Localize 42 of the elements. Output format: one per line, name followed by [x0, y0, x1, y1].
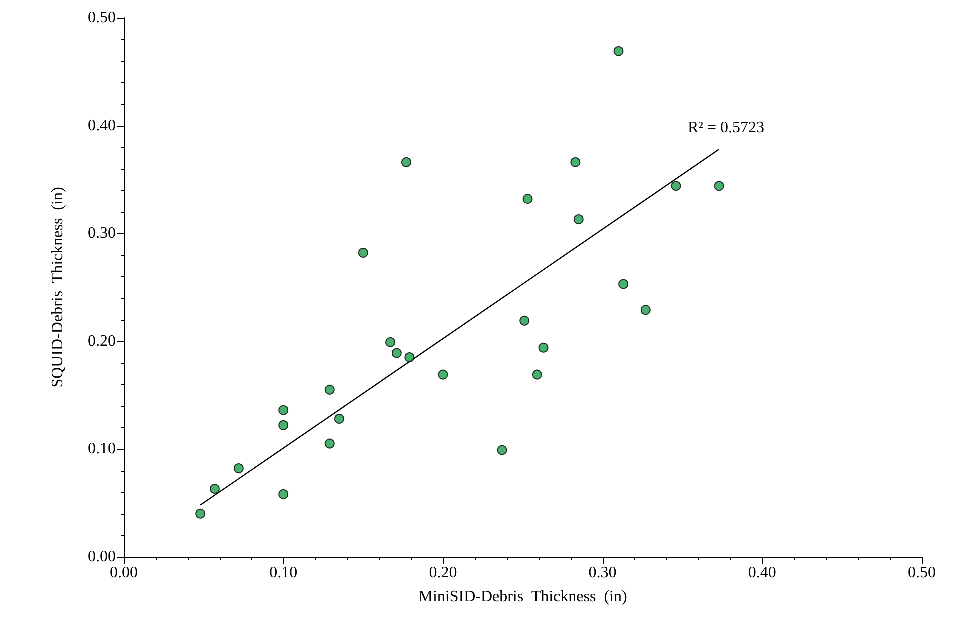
point — [404, 352, 415, 363]
point — [386, 337, 396, 348]
point — [438, 370, 448, 380]
point — [532, 370, 542, 380]
x-tick-label: 0.00 — [110, 564, 138, 582]
point — [618, 279, 629, 290]
point — [210, 484, 220, 494]
point — [640, 305, 651, 316]
x-tick-label: 0.10 — [270, 564, 298, 582]
x-tick-label: 0.50 — [908, 564, 936, 582]
y-tick-label: 0.00 — [88, 548, 116, 566]
y-axis-title: SQUID-Debris Thickness (in) — [50, 187, 66, 388]
y-tick-label: 0.50 — [88, 10, 116, 26]
point — [671, 181, 682, 192]
y-tick-label: 0.30 — [88, 225, 116, 242]
point — [324, 384, 335, 395]
y-tick-label: 0.40 — [88, 117, 116, 134]
point — [234, 464, 244, 474]
point — [520, 316, 530, 326]
point — [402, 157, 412, 168]
y-tick-label: 0.20 — [88, 332, 116, 350]
x-tick-label: 0.40 — [748, 564, 776, 582]
x-tick-label: 0.20 — [429, 564, 458, 582]
point — [538, 342, 549, 353]
y-tick-label: 0.10 — [88, 440, 116, 458]
x-tick-label: 0.30 — [588, 564, 617, 582]
point — [570, 157, 581, 168]
annotation: R² = 0.5723 — [688, 120, 764, 136]
x-axis-title: MiniSID-Debris Thickness (in) — [418, 588, 628, 606]
point — [614, 46, 624, 56]
point — [358, 248, 368, 258]
point — [392, 348, 402, 358]
point — [278, 489, 289, 500]
point — [714, 181, 724, 192]
point — [334, 414, 344, 424]
point — [574, 214, 584, 225]
point — [278, 405, 289, 416]
point — [324, 438, 335, 449]
point — [196, 508, 206, 519]
point — [522, 194, 533, 204]
point — [497, 445, 508, 456]
point — [278, 420, 289, 430]
